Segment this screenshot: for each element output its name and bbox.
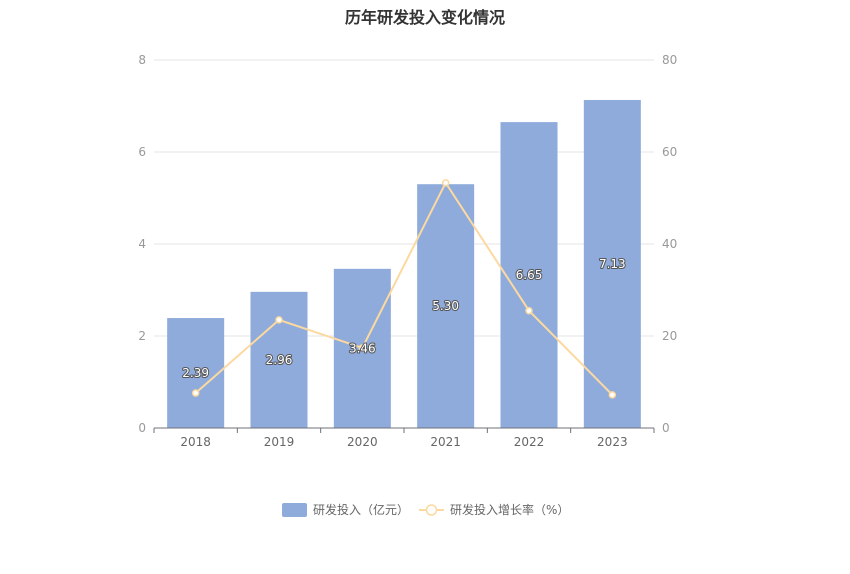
x-tick-label: 2022	[514, 435, 545, 449]
y-right-tick-label: 0	[662, 421, 670, 435]
legend-label-line: 研发投入增长率（%）	[450, 502, 569, 517]
y-right-tick-label: 40	[662, 237, 677, 251]
bar	[417, 184, 475, 428]
bar	[583, 100, 641, 429]
bar-data-label: 3.46	[349, 341, 376, 355]
y-left-tick-label: 2	[138, 329, 146, 343]
growth-rate-line	[195, 180, 614, 396]
bar-data-label: 2.39	[182, 366, 209, 380]
y-left-tick-label: 8	[138, 53, 146, 67]
bar-data-label: 7.13	[599, 257, 626, 271]
y-left-tick-label: 0	[138, 421, 146, 435]
y-left-tick-label: 6	[138, 145, 146, 159]
chart-title: 历年研发投入变化情况	[344, 8, 505, 27]
x-tick-label: 2019	[264, 435, 295, 449]
bar	[500, 122, 558, 428]
bar	[250, 291, 308, 428]
x-tick-label: 2021	[430, 435, 461, 449]
y-right-tick-label: 20	[662, 329, 677, 343]
growth-rate-point	[275, 316, 283, 324]
legend-label-bar: 研发投入（亿元）	[313, 502, 409, 517]
growth-rate-point	[191, 389, 200, 397]
y-right-tick-label: 80	[662, 53, 677, 67]
growth-rate-point	[525, 306, 533, 315]
bar-data-label: 5.30	[432, 299, 459, 313]
x-tick-label: 2023	[597, 435, 628, 449]
bar-data-label: 6.65	[516, 268, 543, 282]
growth-rate-point	[608, 391, 617, 399]
y-left-tick-label: 4	[138, 237, 146, 251]
x-tick-label: 2020	[347, 435, 378, 449]
bar-data-label: 2.96	[266, 353, 293, 367]
growth-rate-point	[358, 344, 367, 352]
legend-swatch-point	[425, 504, 438, 516]
growth-rate-point	[441, 179, 450, 187]
legend-swatch-bar	[282, 503, 307, 517]
x-tick-label: 2018	[180, 435, 211, 449]
y-right-tick-label: 60	[662, 145, 677, 159]
bar	[167, 318, 225, 428]
